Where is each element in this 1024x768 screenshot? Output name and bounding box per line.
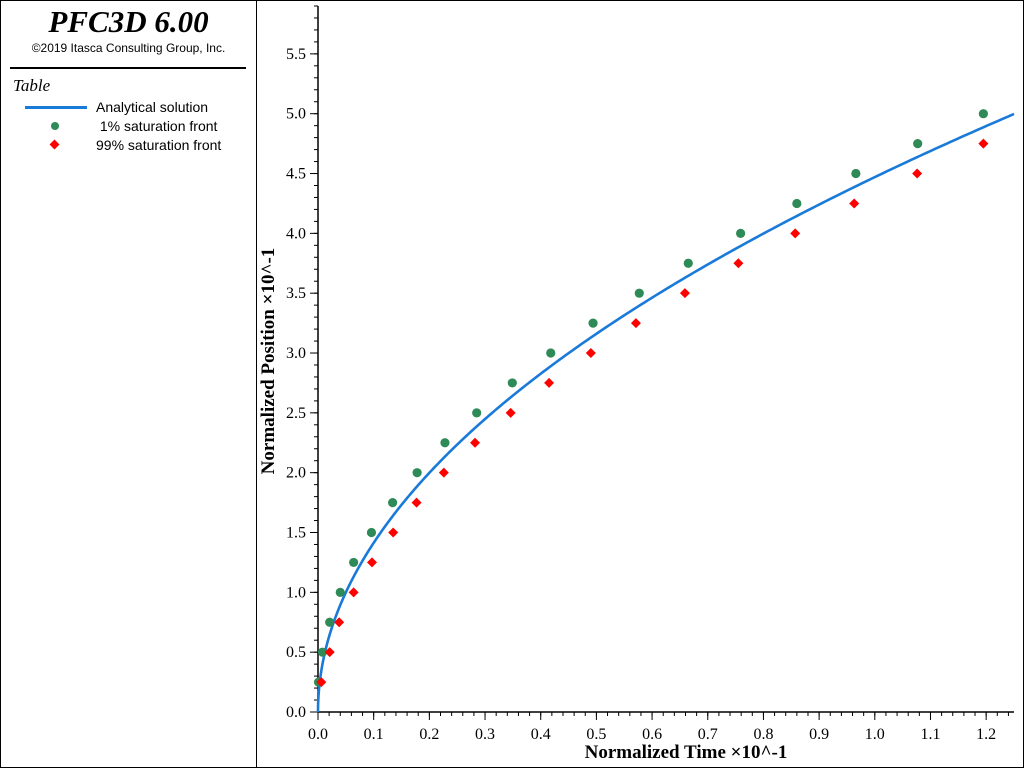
ninety-nine-percent-front-point (411, 497, 422, 508)
x-tick-label: 0.7 (698, 726, 718, 743)
legend-label: Analytical solution (96, 99, 209, 115)
x-tick-label: 0.3 (475, 726, 495, 743)
ninety-nine-percent-front-point (367, 557, 378, 568)
ninety-nine-percent-front-point (316, 677, 327, 688)
one-percent-front-point (317, 647, 328, 657)
x-axis-label: Normalized Time ×10^-1 (585, 742, 788, 763)
y-tick-label: 1.0 (286, 584, 306, 601)
one-percent-front-point (412, 468, 422, 478)
y-axis-label: Normalized Position ×10^-1 (258, 248, 279, 475)
ninety-nine-percent-front-point (630, 318, 641, 329)
y-tick-label: 3.5 (286, 285, 306, 302)
y-tick-label: 5.5 (286, 46, 306, 63)
ninety-nine-percent-front-point (679, 288, 690, 299)
ninety-nine-percent-front-point (790, 228, 801, 239)
analytical-solution-line (316, 112, 1015, 713)
one-percent-front-point (507, 378, 517, 388)
one-percent-front-point (913, 139, 923, 149)
x-tick-label: 1.0 (865, 726, 885, 743)
one-percent-front-point (349, 557, 359, 568)
y-tick-label: 5.0 (286, 106, 306, 123)
ninety-nine-percent-front-point (470, 437, 481, 448)
ninety-nine-percent-front-point (388, 527, 399, 538)
x-tick-label: 1.1 (920, 726, 940, 743)
legend-label: 99% saturation front (96, 137, 222, 153)
one-percent-front-point (978, 109, 988, 119)
ninety-nine-percent-front-series (316, 138, 989, 688)
ninety-nine-percent-front-point (544, 377, 555, 388)
one-percent-front-point (851, 168, 861, 179)
app-title: PFC3D 6.00 (48, 4, 209, 39)
x-tick-label: 0.4 (531, 726, 551, 743)
x-tick-label: 0.6 (642, 726, 662, 743)
one-percent-front-point (588, 318, 598, 328)
legend-entry-analytical-solution: Analytical solution (1, 98, 256, 116)
x-tick-label: 0.0 (308, 726, 328, 743)
y-tick-label: 3.0 (286, 345, 306, 362)
one-percent-front-point (366, 527, 377, 538)
one-percent-front-point (440, 438, 450, 448)
x-tick-label: 1.2 (976, 726, 996, 743)
one-percent-front-point (546, 348, 556, 358)
one-percent-front-point (388, 497, 398, 508)
ninety-nine-percent-front-point (324, 647, 335, 658)
circle-marker-icon (51, 122, 59, 130)
legend-panel: PFC3D 6.00 ©2019 Itasca Consulting Group… (1, 1, 257, 767)
one-percent-front-point (634, 288, 644, 298)
x-tick-label: 0.2 (419, 726, 439, 743)
x-tick-label: 0.8 (753, 726, 773, 743)
y-tick-label: 2.0 (286, 465, 306, 482)
one-percent-front-point (792, 198, 802, 209)
ninety-nine-percent-front-point (334, 617, 345, 628)
one-percent-front-point (325, 617, 335, 627)
y-tick-label: 4.5 (286, 166, 306, 183)
one-percent-front-point (335, 587, 345, 597)
analytical-solution-series (316, 112, 1015, 713)
y-tick-label: 4.0 (286, 225, 306, 242)
ninety-nine-percent-front-point (912, 168, 923, 179)
one-percent-front-point (472, 408, 482, 418)
chart-area: 0.0 0.1 0.2 0.3 0.4 0.5 0.6 0.7 0.8 0.9 1.0 1.1 1.2 0… (258, 5, 1015, 763)
one-percent-front-point (736, 228, 746, 238)
legend-title: Table (13, 76, 51, 95)
legend-entry-99pct-saturation-front: 99% saturation front (1, 136, 256, 154)
copyright-notice: ©2019 Itasca Consulting Group, Inc. (31, 41, 226, 55)
legend-entry-1pct-saturation-front: 1% saturation front (1, 117, 256, 135)
y-tick-label: 0.0 (286, 704, 306, 721)
line-swatch-icon (25, 106, 87, 109)
x-tick-label: 0.9 (809, 726, 829, 743)
ninety-nine-percent-front-point (438, 467, 449, 478)
x-tick-label: 0.1 (364, 726, 384, 743)
one-percent-front-point (683, 258, 693, 268)
one-percent-front-series (313, 109, 988, 687)
y-tick-label: 1.5 (286, 525, 306, 542)
ninety-nine-percent-front-point (978, 138, 989, 149)
diamond-marker-icon (49, 139, 60, 150)
y-tick-label: 0.5 (286, 644, 306, 661)
chart-axes: 0.0 0.1 0.2 0.3 0.4 0.5 0.6 0.7 0.8 0.9 1.0 1.1 1.2 0… (286, 5, 1014, 743)
ninety-nine-percent-front-point (505, 407, 516, 418)
x-tick-label: 0.5 (586, 726, 606, 743)
panel-divider (10, 67, 246, 69)
ninety-nine-percent-front-point (348, 587, 359, 598)
ninety-nine-percent-front-point (849, 198, 860, 209)
legend-label: 1% saturation front (96, 118, 218, 134)
y-tick-label: 2.5 (286, 405, 306, 422)
ninety-nine-percent-front-point (733, 258, 744, 269)
ninety-nine-percent-front-point (585, 348, 596, 359)
